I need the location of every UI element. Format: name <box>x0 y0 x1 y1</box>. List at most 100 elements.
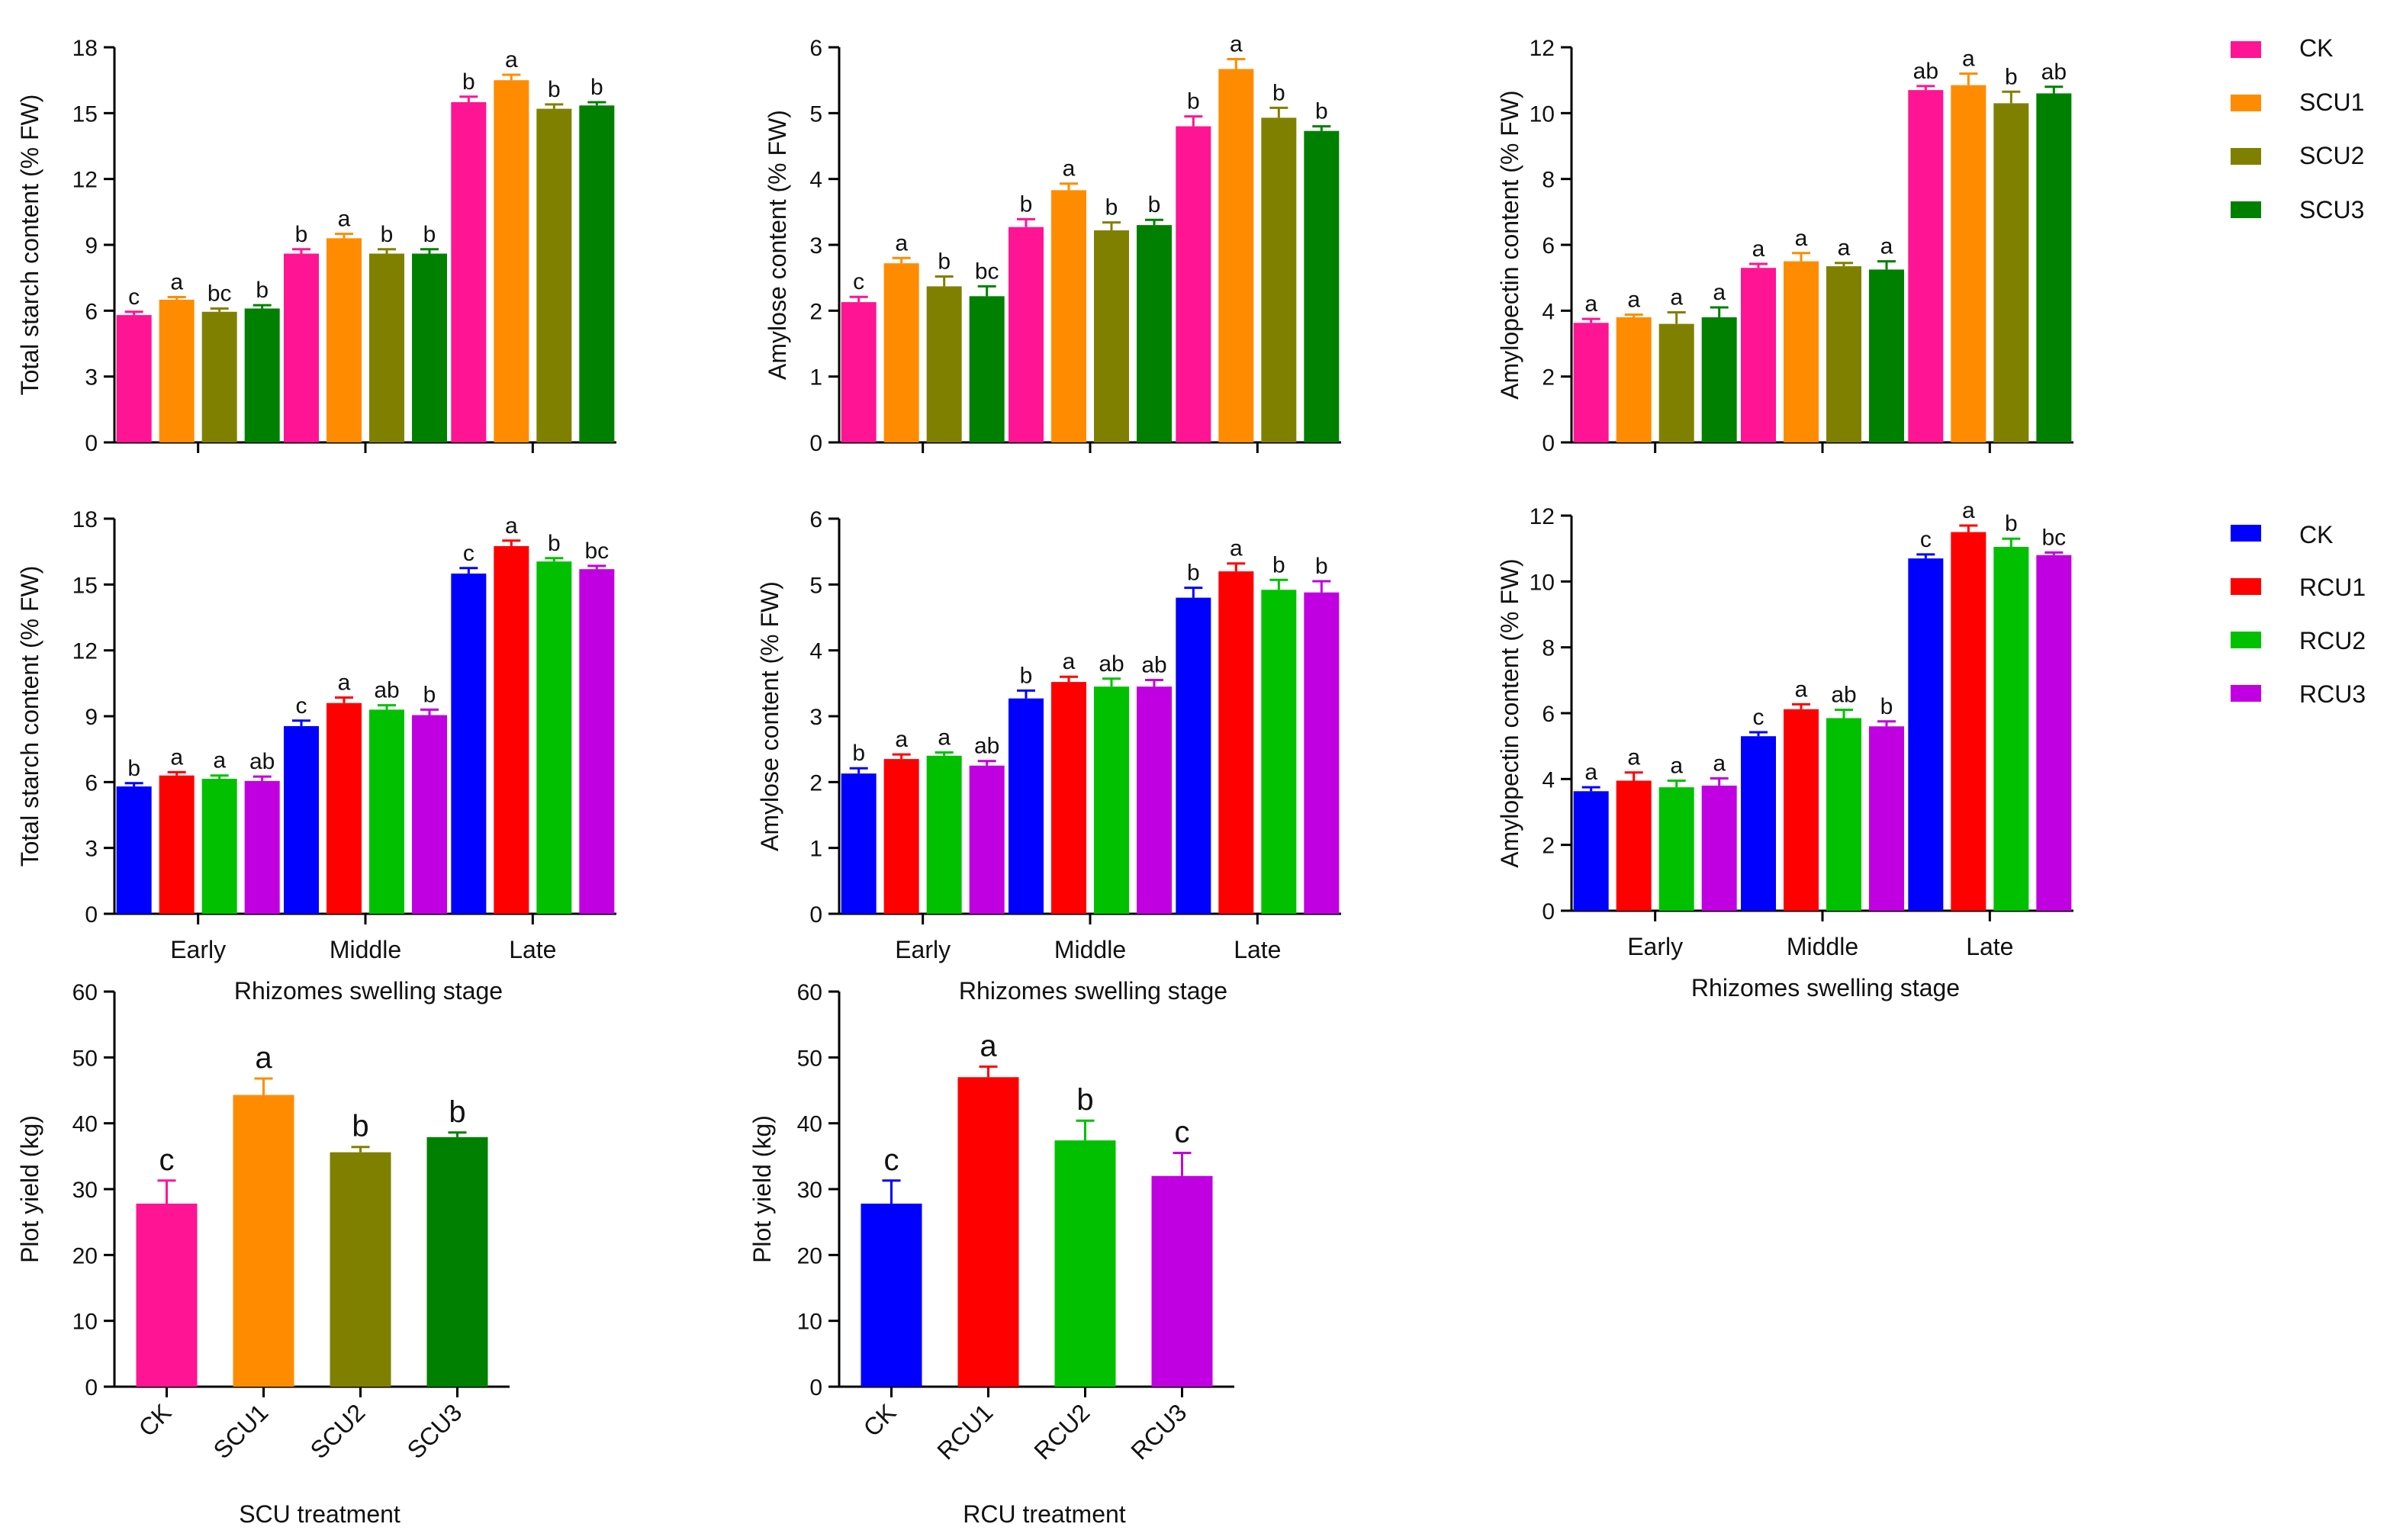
bar <box>536 561 572 914</box>
significance-letter: a <box>338 207 351 232</box>
y-tick-label: 0 <box>1542 899 1555 924</box>
significance-letter: b <box>295 222 308 247</box>
bar <box>883 759 919 914</box>
significance-letter: a <box>1752 236 1765 262</box>
bar <box>1951 85 1986 443</box>
legend-swatch <box>2231 578 2261 595</box>
significance-letter: a <box>505 513 518 539</box>
significance-letter: a <box>505 47 518 72</box>
significance-letter: a <box>1670 753 1683 778</box>
legend-swatch <box>2231 685 2261 702</box>
bar <box>969 296 1005 442</box>
significance-letter: c <box>463 541 475 566</box>
bar <box>284 253 319 442</box>
bar <box>1616 780 1652 911</box>
significance-letter: a <box>895 727 908 752</box>
y-tick-label: 3 <box>809 233 822 259</box>
x-tick-label: SCU1 <box>208 1398 274 1464</box>
significance-letter: bc <box>207 281 232 306</box>
significance-letter: c <box>884 1143 899 1177</box>
significance-letter: c <box>1753 705 1765 730</box>
x-tick-label: Middle <box>1787 933 1858 960</box>
significance-letter: b <box>1880 694 1893 719</box>
significance-letter: b <box>1148 192 1161 217</box>
significance-letter: b <box>590 75 603 100</box>
significance-letter: a <box>938 725 951 750</box>
bar <box>1869 269 1904 442</box>
y-tick-label: 0 <box>809 431 822 456</box>
legend-swatch <box>2231 95 2261 111</box>
significance-letter: b <box>1315 99 1328 124</box>
y-tick-label: 50 <box>797 1046 822 1071</box>
bar <box>1908 90 1944 442</box>
significance-letter: a <box>980 1029 997 1063</box>
significance-letter: c <box>1175 1116 1190 1149</box>
bar <box>159 299 195 442</box>
chart-total-starch-rcu: 0 3 6 9 12 15 18 Total starch content (% FW) Ear… <box>16 507 616 1005</box>
significance-letter: a <box>1063 156 1076 182</box>
significance-letter: c <box>296 693 307 719</box>
x-tick-label: Early <box>170 936 226 963</box>
y-tick-label: 60 <box>797 980 822 1005</box>
bar <box>1094 686 1129 914</box>
significance-letter: b <box>1187 561 1200 586</box>
bar <box>284 725 319 914</box>
bar <box>1701 785 1737 911</box>
bar <box>412 715 447 914</box>
legend-item-rcu2: RCU2 <box>2231 627 2366 654</box>
y-axis-title: Amylose content (% FW) <box>756 581 783 851</box>
significance-letter: a <box>170 744 183 770</box>
bar <box>451 573 487 914</box>
x-axis-title: Rhizomes swelling stage <box>1691 974 1960 1001</box>
significance-letter: a <box>255 1041 272 1075</box>
legend-label: RCU3 <box>2299 680 2366 708</box>
legend-swatch <box>2231 148 2261 165</box>
bar <box>494 545 529 914</box>
x-tick-label: RCU3 <box>1125 1398 1192 1464</box>
legend-label: RCU2 <box>2299 627 2366 654</box>
bar <box>1741 736 1776 911</box>
significance-letter: a <box>1838 236 1851 261</box>
bar <box>159 775 195 914</box>
y-tick-label: 8 <box>1542 636 1555 661</box>
x-axis-title: Rhizomes swelling stage <box>959 977 1227 1005</box>
bar <box>1826 266 1861 442</box>
significance-letter: b <box>938 249 951 274</box>
y-tick-label: 18 <box>72 36 98 61</box>
bar <box>1869 726 1904 911</box>
significance-letter: a <box>338 670 351 696</box>
bar <box>1784 261 1819 442</box>
y-tick-label: 2 <box>1542 834 1555 859</box>
significance-letter: a <box>1670 285 1683 310</box>
bar <box>1176 597 1211 914</box>
bar <box>1616 317 1652 442</box>
legend-item-scu2: SCU2 <box>2231 142 2364 169</box>
significance-letter: b <box>1105 195 1118 220</box>
y-tick-label: 4 <box>1542 767 1555 793</box>
legend-label: RCU1 <box>2299 574 2366 601</box>
legend-swatch <box>2231 525 2261 542</box>
significance-letter: a <box>1713 751 1726 776</box>
chart-amylopectin-rcu: 0 2 4 6 8 10 12 Amylopectin content (% FW) Early… <box>1496 498 2073 1001</box>
bar <box>926 755 962 914</box>
bar <box>116 786 152 914</box>
significance-letter: b <box>1187 89 1200 114</box>
y-axis-title: Total starch content (% FW) <box>16 95 43 396</box>
bar <box>926 286 962 442</box>
significance-letter: ab <box>374 678 399 703</box>
y-tick-label: 15 <box>72 101 98 127</box>
legend-label: CK <box>2299 34 2333 62</box>
significance-letter: a <box>1063 649 1076 674</box>
x-tick-label: Late <box>1966 933 2013 960</box>
y-tick-label: 3 <box>809 705 822 730</box>
x-axis-title: Rhizomes swelling stage <box>234 977 503 1005</box>
bar <box>1573 323 1609 442</box>
significance-letter: c <box>159 1143 175 1177</box>
x-tick-label: RCU1 <box>931 1398 998 1464</box>
significance-letter: b <box>381 222 394 247</box>
y-tick-label: 10 <box>1530 101 1555 127</box>
significance-letter: a <box>1795 226 1808 251</box>
legend-item-ck: CK <box>2231 521 2333 548</box>
bar <box>1051 682 1086 914</box>
